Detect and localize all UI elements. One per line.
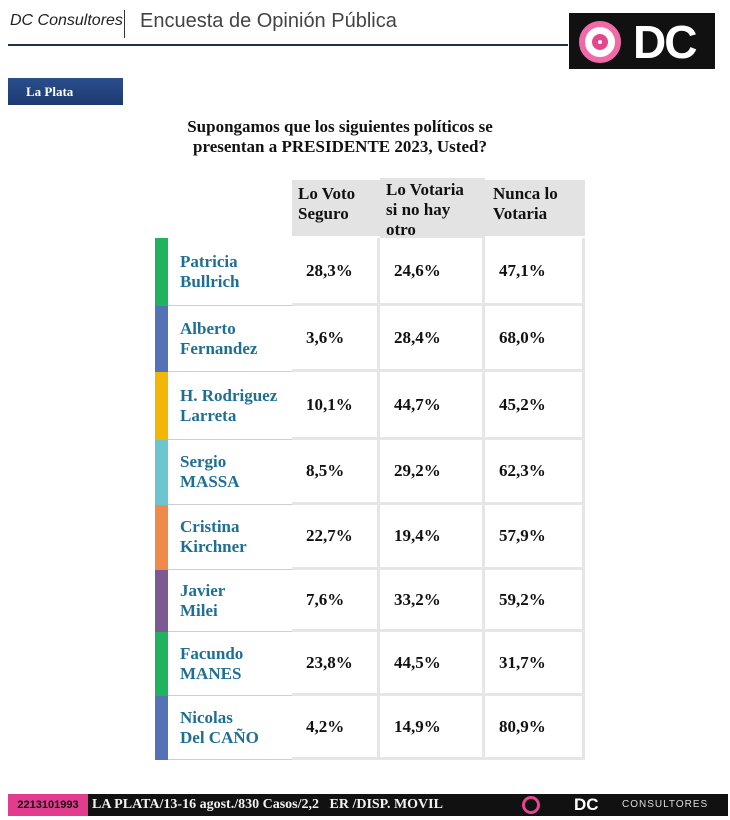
candidate-name: H. Rodriguez Larreta	[168, 372, 292, 440]
footer-logo-text: DC	[574, 795, 599, 814]
footer-phone: 2213101993	[8, 794, 88, 816]
candidate-color-bar	[155, 632, 168, 696]
table-cell: 31,7%	[485, 632, 585, 696]
question-line-1: Supongamos que los siguientes políticos …	[187, 117, 493, 136]
column-header: Nunca lo Votaria	[485, 180, 585, 236]
report-title: Encuesta de Opinión Pública	[140, 10, 397, 32]
footer-bar	[8, 794, 728, 816]
column-header-line: Nunca lo	[493, 184, 558, 203]
table-cell: 28,3%	[292, 238, 380, 306]
candidate-name-line: Bullrich	[180, 271, 240, 291]
logo-text: DC	[633, 16, 697, 68]
candidate-name-line: Alberto	[180, 318, 236, 338]
candidate-color-bar	[155, 570, 168, 632]
candidate-name: Javier Milei	[168, 570, 292, 632]
candidate-name-line: Cristina	[180, 517, 240, 536]
dc-logo: DC	[569, 13, 715, 69]
table-cell: 45,2%	[485, 372, 585, 440]
footer-consultores: CONSULTORES	[622, 799, 709, 810]
candidate-name-line: Patricia	[180, 251, 238, 271]
candidate-name-line: Del CAÑO	[180, 727, 259, 747]
candidate-name-line: Javier	[180, 580, 226, 600]
candidate-color-bar	[155, 372, 168, 440]
candidate-name-line: Kirchner	[180, 537, 247, 556]
candidate-color-bar	[155, 238, 168, 306]
candidate-name: Nicolas Del CAÑO	[168, 696, 292, 760]
table-cell: 57,9%	[485, 505, 585, 570]
table-cell: 62,3%	[485, 440, 585, 505]
table-cell: 80,9%	[485, 696, 585, 760]
candidate-name-line: H. Rodriguez	[180, 385, 278, 405]
candidate-name: Facundo MANES	[168, 632, 292, 696]
candidate-color-bar	[155, 505, 168, 570]
table-cell: 44,5%	[380, 632, 485, 696]
candidate-name-line: Milei	[180, 600, 218, 620]
table-cell: 23,8%	[292, 632, 380, 696]
candidate-name: Patricia Bullrich	[168, 238, 292, 306]
column-header-line: Lo Votaria	[386, 180, 464, 199]
footer-details: LA PLATA/13-16 agost./830 Casos/2,2 ER /…	[92, 797, 443, 812]
candidate-name: Alberto Fernandez	[168, 306, 292, 372]
header-brand: DC Consultores	[10, 12, 123, 29]
column-header-line: Seguro	[298, 204, 349, 223]
candidate-color-bar	[155, 306, 168, 372]
logo-ring-icon	[579, 21, 621, 63]
candidate-color-bar	[155, 696, 168, 760]
candidate-name: Cristina Kirchner	[168, 505, 292, 570]
column-header-line: Lo Voto	[298, 184, 356, 203]
candidate-color-bar	[155, 440, 168, 505]
candidate-name: Sergio MASSA	[168, 440, 292, 505]
candidate-name-line: MANES	[180, 663, 242, 683]
column-header-line: si no hay	[386, 200, 451, 219]
table-cell: 47,1%	[485, 238, 585, 306]
column-header: Lo Votaria si no hay otro	[380, 178, 485, 239]
candidate-name-line: Sergio	[180, 452, 227, 471]
table-cell: 68,0%	[485, 306, 585, 372]
column-header-line: Votaria	[493, 204, 548, 223]
candidate-name-line: Nicolas	[180, 707, 233, 727]
table-cell: 22,7%	[292, 505, 380, 570]
table-cell: 44,7%	[380, 372, 485, 440]
table-cell: 33,2%	[380, 570, 485, 632]
table-cell: 19,4%	[380, 505, 485, 570]
candidate-name-line: Facundo	[180, 643, 244, 663]
table-cell: 24,6%	[380, 238, 485, 306]
column-header: Lo Voto Seguro	[292, 180, 380, 236]
survey-question: Supongamos que los siguientes políticos …	[140, 117, 540, 157]
table-cell: 4,2%	[292, 696, 380, 760]
column-header-line: otro	[386, 220, 416, 239]
table-cell: 3,6%	[292, 306, 380, 372]
candidate-name-line: MASSA	[180, 472, 240, 491]
table-cell: 29,2%	[380, 440, 485, 505]
table-cell: 28,4%	[380, 306, 485, 372]
candidate-name-line: Larreta	[180, 405, 237, 425]
candidate-name-line: Fernandez	[180, 338, 258, 358]
table-cell: 59,2%	[485, 570, 585, 632]
footer-logo-ring-icon	[522, 796, 540, 814]
question-line-2: presentan a PRESIDENTE 2023, Usted?	[193, 137, 487, 156]
table-cell: 7,6%	[292, 570, 380, 632]
table-cell: 10,1%	[292, 372, 380, 440]
header-separator	[124, 10, 125, 38]
table-cell: 8,5%	[292, 440, 380, 505]
table-cell: 14,9%	[380, 696, 485, 760]
header-rule	[8, 44, 568, 46]
city-tag: La Plata	[8, 78, 123, 105]
